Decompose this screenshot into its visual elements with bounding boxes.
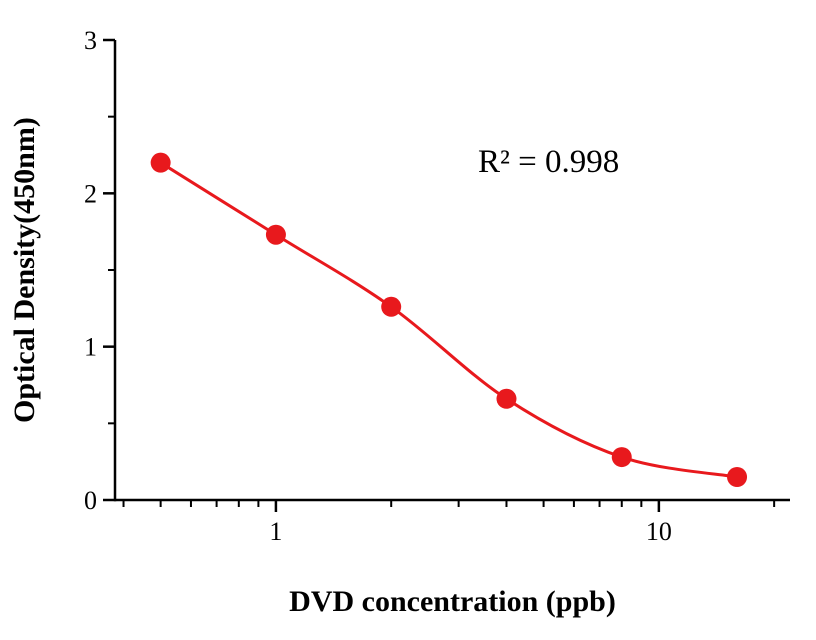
svg-text:1: 1 [84, 333, 97, 362]
svg-text:3: 3 [84, 26, 97, 55]
svg-text:0: 0 [84, 486, 97, 515]
svg-text:2: 2 [84, 179, 97, 208]
x-axis-label: DVD concentration (ppb) [289, 585, 616, 618]
svg-text:1: 1 [269, 517, 282, 546]
svg-text:10: 10 [646, 517, 672, 546]
r-squared-annotation: R² = 0.998 [478, 144, 620, 180]
y-axis-label: Optical Density(450nm) [8, 117, 41, 423]
